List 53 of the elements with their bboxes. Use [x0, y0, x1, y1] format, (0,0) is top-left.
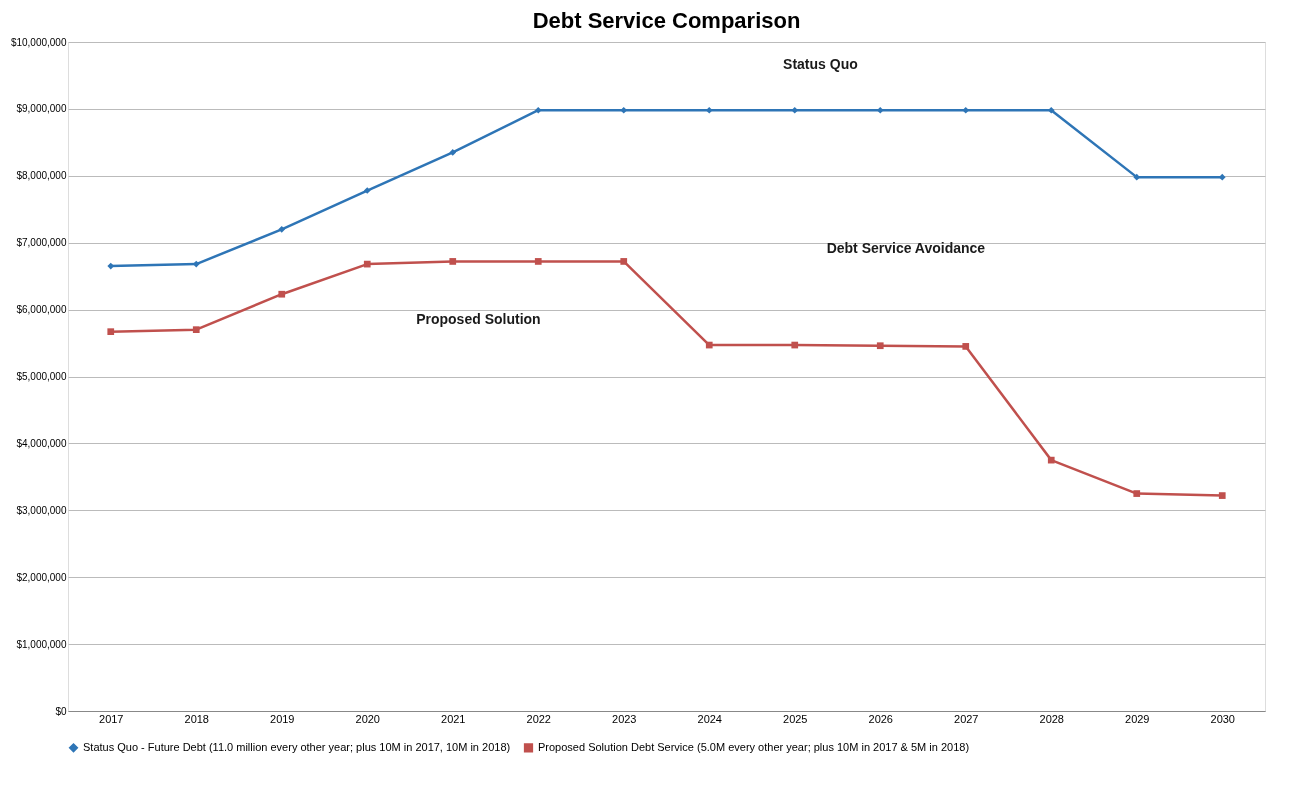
point	[620, 258, 628, 265]
point	[791, 341, 799, 349]
y-tick-label: $6,000,000	[16, 304, 67, 316]
point	[107, 328, 115, 336]
point	[1218, 173, 1226, 181]
y-tick-label: $0	[55, 705, 67, 717]
point	[1047, 456, 1055, 464]
x-tick-label: 2018	[184, 712, 209, 725]
x-tick-label: 2030	[1210, 712, 1235, 725]
point	[1218, 492, 1226, 499]
point	[363, 187, 371, 194]
x-tick-label: 2022	[526, 712, 551, 725]
x-tick-label: 2017	[99, 712, 124, 725]
x-tick-label: 2019	[270, 712, 295, 725]
x-tick-label: 2028	[1039, 712, 1064, 725]
annotation: Proposed Solution	[416, 310, 541, 327]
point	[278, 290, 286, 298]
x-tick-label: 2029	[1125, 712, 1150, 725]
y-tick-label: $1,000,000	[16, 638, 67, 650]
point	[876, 106, 884, 114]
y-tick-label: $7,000,000	[16, 237, 67, 249]
x-tick-label: 2021	[441, 712, 466, 725]
x-tick-label: 2027	[954, 712, 979, 725]
x-tick-label: 2026	[868, 712, 893, 725]
point	[962, 343, 970, 350]
y-tick-label: $9,000,000	[16, 103, 67, 115]
point	[449, 258, 457, 265]
x-tick-label: 2024	[697, 712, 722, 725]
point	[1133, 490, 1141, 497]
y-tick-label: $10,000,000	[10, 36, 67, 48]
y-tick-label: $5,000,000	[16, 371, 67, 382]
y-tick-label: $2,000,000	[16, 571, 67, 583]
legend-label: Status Quo - Future Debt (11.0 million every other year; plus 10M in 2017, 10M in 2018)	[83, 740, 511, 753]
x-tick-label: 2020	[355, 712, 380, 725]
y-tick-label: $4,000,000	[16, 437, 67, 449]
chart-title: Debt Service Comparison	[532, 8, 801, 33]
y-tick-label: $3,000,000	[16, 504, 67, 516]
annotation: Status Quo	[783, 56, 858, 73]
point	[363, 260, 371, 268]
point	[1047, 106, 1055, 114]
point	[278, 225, 286, 233]
point	[705, 341, 713, 349]
annotation: Debt Service Avoidance	[826, 240, 986, 257]
point	[534, 258, 542, 265]
x-tick-label: 2025	[783, 712, 808, 725]
point	[449, 149, 457, 156]
legend-label: Proposed Solution Debt Service (5.0M every other year; plus 10M in 2017 & 5M in 2018)	[538, 740, 970, 753]
point	[705, 106, 713, 114]
point	[192, 326, 200, 334]
y-tick-label: $8,000,000	[16, 170, 67, 182]
x-tick-label: 2023	[612, 712, 637, 725]
point	[876, 342, 884, 350]
point	[534, 106, 542, 114]
